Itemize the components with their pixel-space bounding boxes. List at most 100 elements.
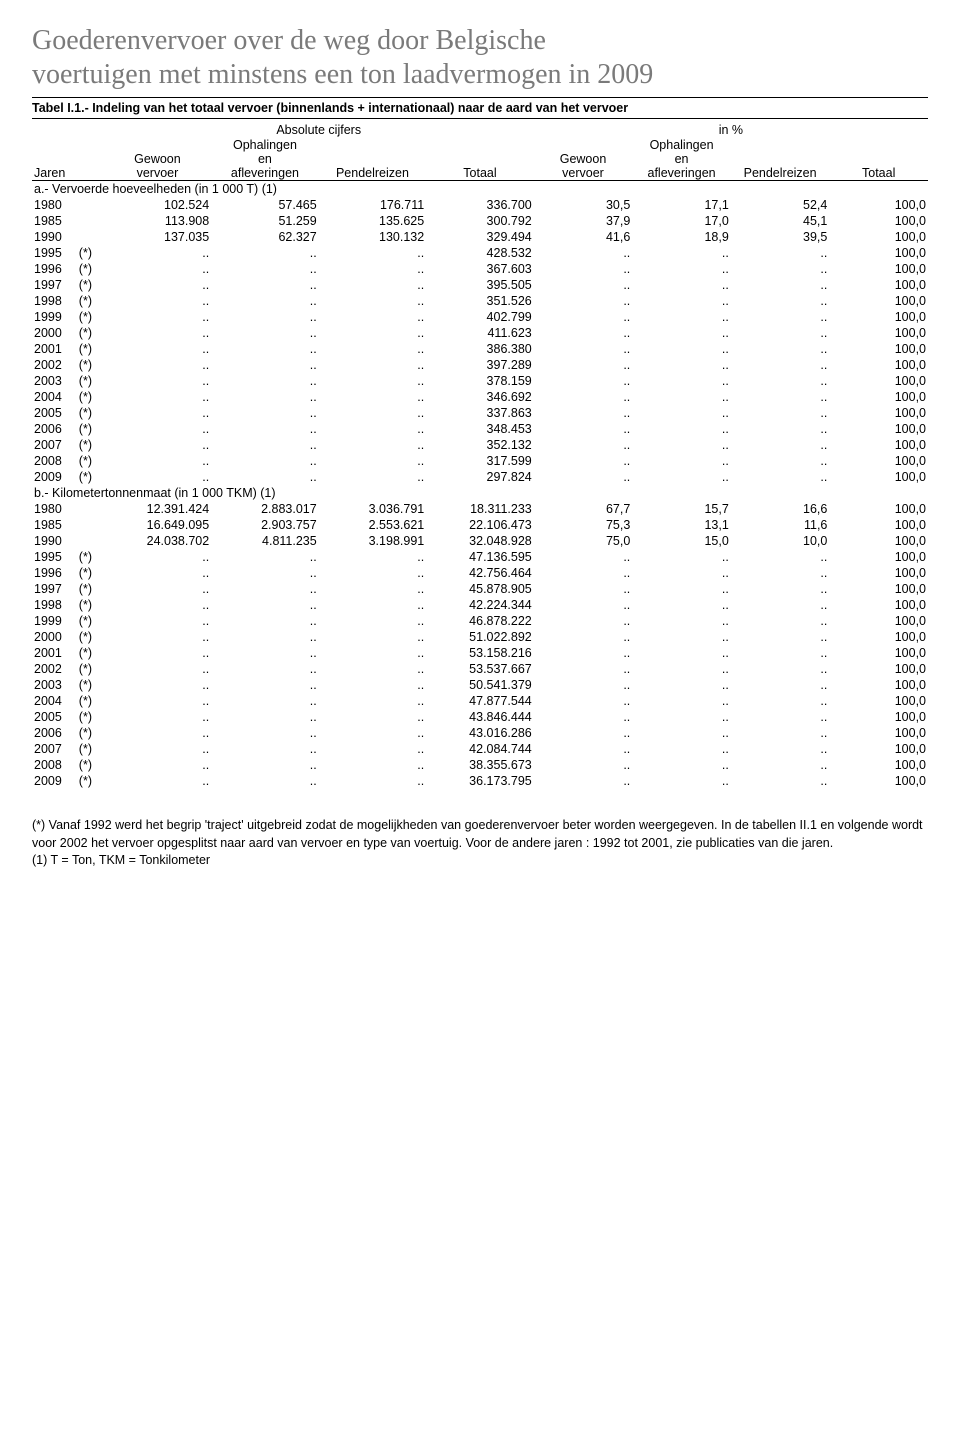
cell-abs-ophalingen: .. (211, 309, 319, 325)
cell-abs-ophalingen: .. (211, 549, 319, 565)
cell-abs-gewoon: .. (104, 453, 212, 469)
cell-note: (*) (77, 693, 104, 709)
cell-pct-totaal: 100,0 (829, 757, 928, 773)
table-row: 1996(*)......367.603......100,0 (32, 261, 928, 277)
cell-pct-pendel: .. (731, 725, 830, 741)
cell-pct-totaal: 100,0 (829, 213, 928, 229)
cell-abs-gewoon: .. (104, 293, 212, 309)
cell-abs-ophalingen: .. (211, 709, 319, 725)
cell-abs-ophalingen: .. (211, 405, 319, 421)
cell-pct-pendel: .. (731, 293, 830, 309)
cell-pct-ophalingen: .. (632, 693, 731, 709)
cell-abs-totaal: 42.756.464 (426, 565, 534, 581)
cell-abs-pendel: .. (319, 661, 427, 677)
cell-year: 2004 (32, 389, 77, 405)
cell-year: 1997 (32, 581, 77, 597)
header-afleveringen-abs: afleveringen (211, 166, 319, 181)
cell-pct-totaal: 100,0 (829, 389, 928, 405)
cell-pct-totaal: 100,0 (829, 725, 928, 741)
cell-year: 2006 (32, 421, 77, 437)
cell-pct-gewoon: .. (534, 469, 633, 485)
cell-pct-totaal: 100,0 (829, 309, 928, 325)
cell-pct-gewoon: .. (534, 357, 633, 373)
cell-pct-ophalingen: .. (632, 757, 731, 773)
table-row: 2005(*)......337.863......100,0 (32, 405, 928, 421)
cell-abs-pendel: .. (319, 629, 427, 645)
cell-note: (*) (77, 469, 104, 485)
cell-year: 1990 (32, 533, 77, 549)
footnote-star: (*) Vanaf 1992 werd het begrip 'traject'… (32, 817, 928, 852)
cell-pct-totaal: 100,0 (829, 501, 928, 517)
cell-year: 2005 (32, 405, 77, 421)
cell-abs-pendel: .. (319, 757, 427, 773)
cell-abs-totaal: 346.692 (426, 389, 534, 405)
cell-pct-gewoon: .. (534, 565, 633, 581)
cell-pct-totaal: 100,0 (829, 645, 928, 661)
cell-abs-pendel: .. (319, 741, 427, 757)
cell-pct-totaal: 100,0 (829, 373, 928, 389)
cell-year: 1995 (32, 245, 77, 261)
cell-abs-ophalingen: .. (211, 389, 319, 405)
cell-abs-pendel: .. (319, 245, 427, 261)
cell-pct-pendel: .. (731, 597, 830, 613)
cell-abs-gewoon: .. (104, 245, 212, 261)
cell-abs-ophalingen: .. (211, 341, 319, 357)
cell-abs-ophalingen: .. (211, 453, 319, 469)
cell-pct-totaal: 100,0 (829, 325, 928, 341)
cell-abs-pendel: .. (319, 693, 427, 709)
cell-pct-ophalingen: .. (632, 293, 731, 309)
table-row: 2002(*)......397.289......100,0 (32, 357, 928, 373)
cell-year: 1998 (32, 293, 77, 309)
cell-pct-totaal: 100,0 (829, 229, 928, 245)
cell-note: (*) (77, 597, 104, 613)
cell-pct-ophalingen: .. (632, 565, 731, 581)
cell-abs-totaal: 317.599 (426, 453, 534, 469)
table-row: 198516.649.0952.903.7572.553.62122.106.4… (32, 517, 928, 533)
cell-pct-gewoon: .. (534, 421, 633, 437)
cell-note: (*) (77, 245, 104, 261)
cell-pct-gewoon: .. (534, 629, 633, 645)
cell-pct-ophalingen: 17,1 (632, 197, 731, 213)
cell-pct-totaal: 100,0 (829, 469, 928, 485)
cell-pct-ophalingen: .. (632, 581, 731, 597)
cell-pct-pendel: .. (731, 581, 830, 597)
cell-pct-gewoon: .. (534, 373, 633, 389)
cell-pct-ophalingen: .. (632, 453, 731, 469)
cell-abs-gewoon: .. (104, 341, 212, 357)
cell-abs-pendel: 135.625 (319, 213, 427, 229)
cell-abs-pendel: .. (319, 421, 427, 437)
cell-year: 2008 (32, 453, 77, 469)
cell-year: 1996 (32, 565, 77, 581)
cell-abs-ophalingen: .. (211, 629, 319, 645)
cell-note: (*) (77, 389, 104, 405)
cell-note: (*) (77, 613, 104, 629)
header-ophalingen-abs: Ophalingen (211, 138, 319, 152)
cell-pct-pendel: 39,5 (731, 229, 830, 245)
cell-pct-gewoon: .. (534, 709, 633, 725)
footnotes: (*) Vanaf 1992 werd het begrip 'traject'… (32, 817, 928, 870)
cell-pct-totaal: 100,0 (829, 773, 928, 789)
cell-pct-ophalingen: .. (632, 421, 731, 437)
cell-abs-gewoon: .. (104, 421, 212, 437)
cell-pct-ophalingen: .. (632, 437, 731, 453)
table-row: 2006(*)......348.453......100,0 (32, 421, 928, 437)
cell-abs-ophalingen: .. (211, 757, 319, 773)
cell-pct-gewoon: 37,9 (534, 213, 633, 229)
cell-abs-ophalingen: .. (211, 773, 319, 789)
cell-note: (*) (77, 437, 104, 453)
cell-pct-ophalingen: .. (632, 389, 731, 405)
cell-pct-totaal: 100,0 (829, 421, 928, 437)
cell-year: 2000 (32, 629, 77, 645)
cell-year: 1985 (32, 517, 77, 533)
cell-pct-gewoon: 75,0 (534, 533, 633, 549)
cell-pct-gewoon: .. (534, 309, 633, 325)
cell-note: (*) (77, 629, 104, 645)
cell-pct-gewoon: .. (534, 277, 633, 293)
table-caption: Tabel I.1.- Indeling van het totaal verv… (32, 97, 928, 119)
cell-pct-ophalingen: 18,9 (632, 229, 731, 245)
cell-abs-ophalingen: .. (211, 245, 319, 261)
cell-abs-totaal: 402.799 (426, 309, 534, 325)
cell-year: 1997 (32, 277, 77, 293)
cell-year: 2009 (32, 773, 77, 789)
cell-pct-totaal: 100,0 (829, 533, 928, 549)
